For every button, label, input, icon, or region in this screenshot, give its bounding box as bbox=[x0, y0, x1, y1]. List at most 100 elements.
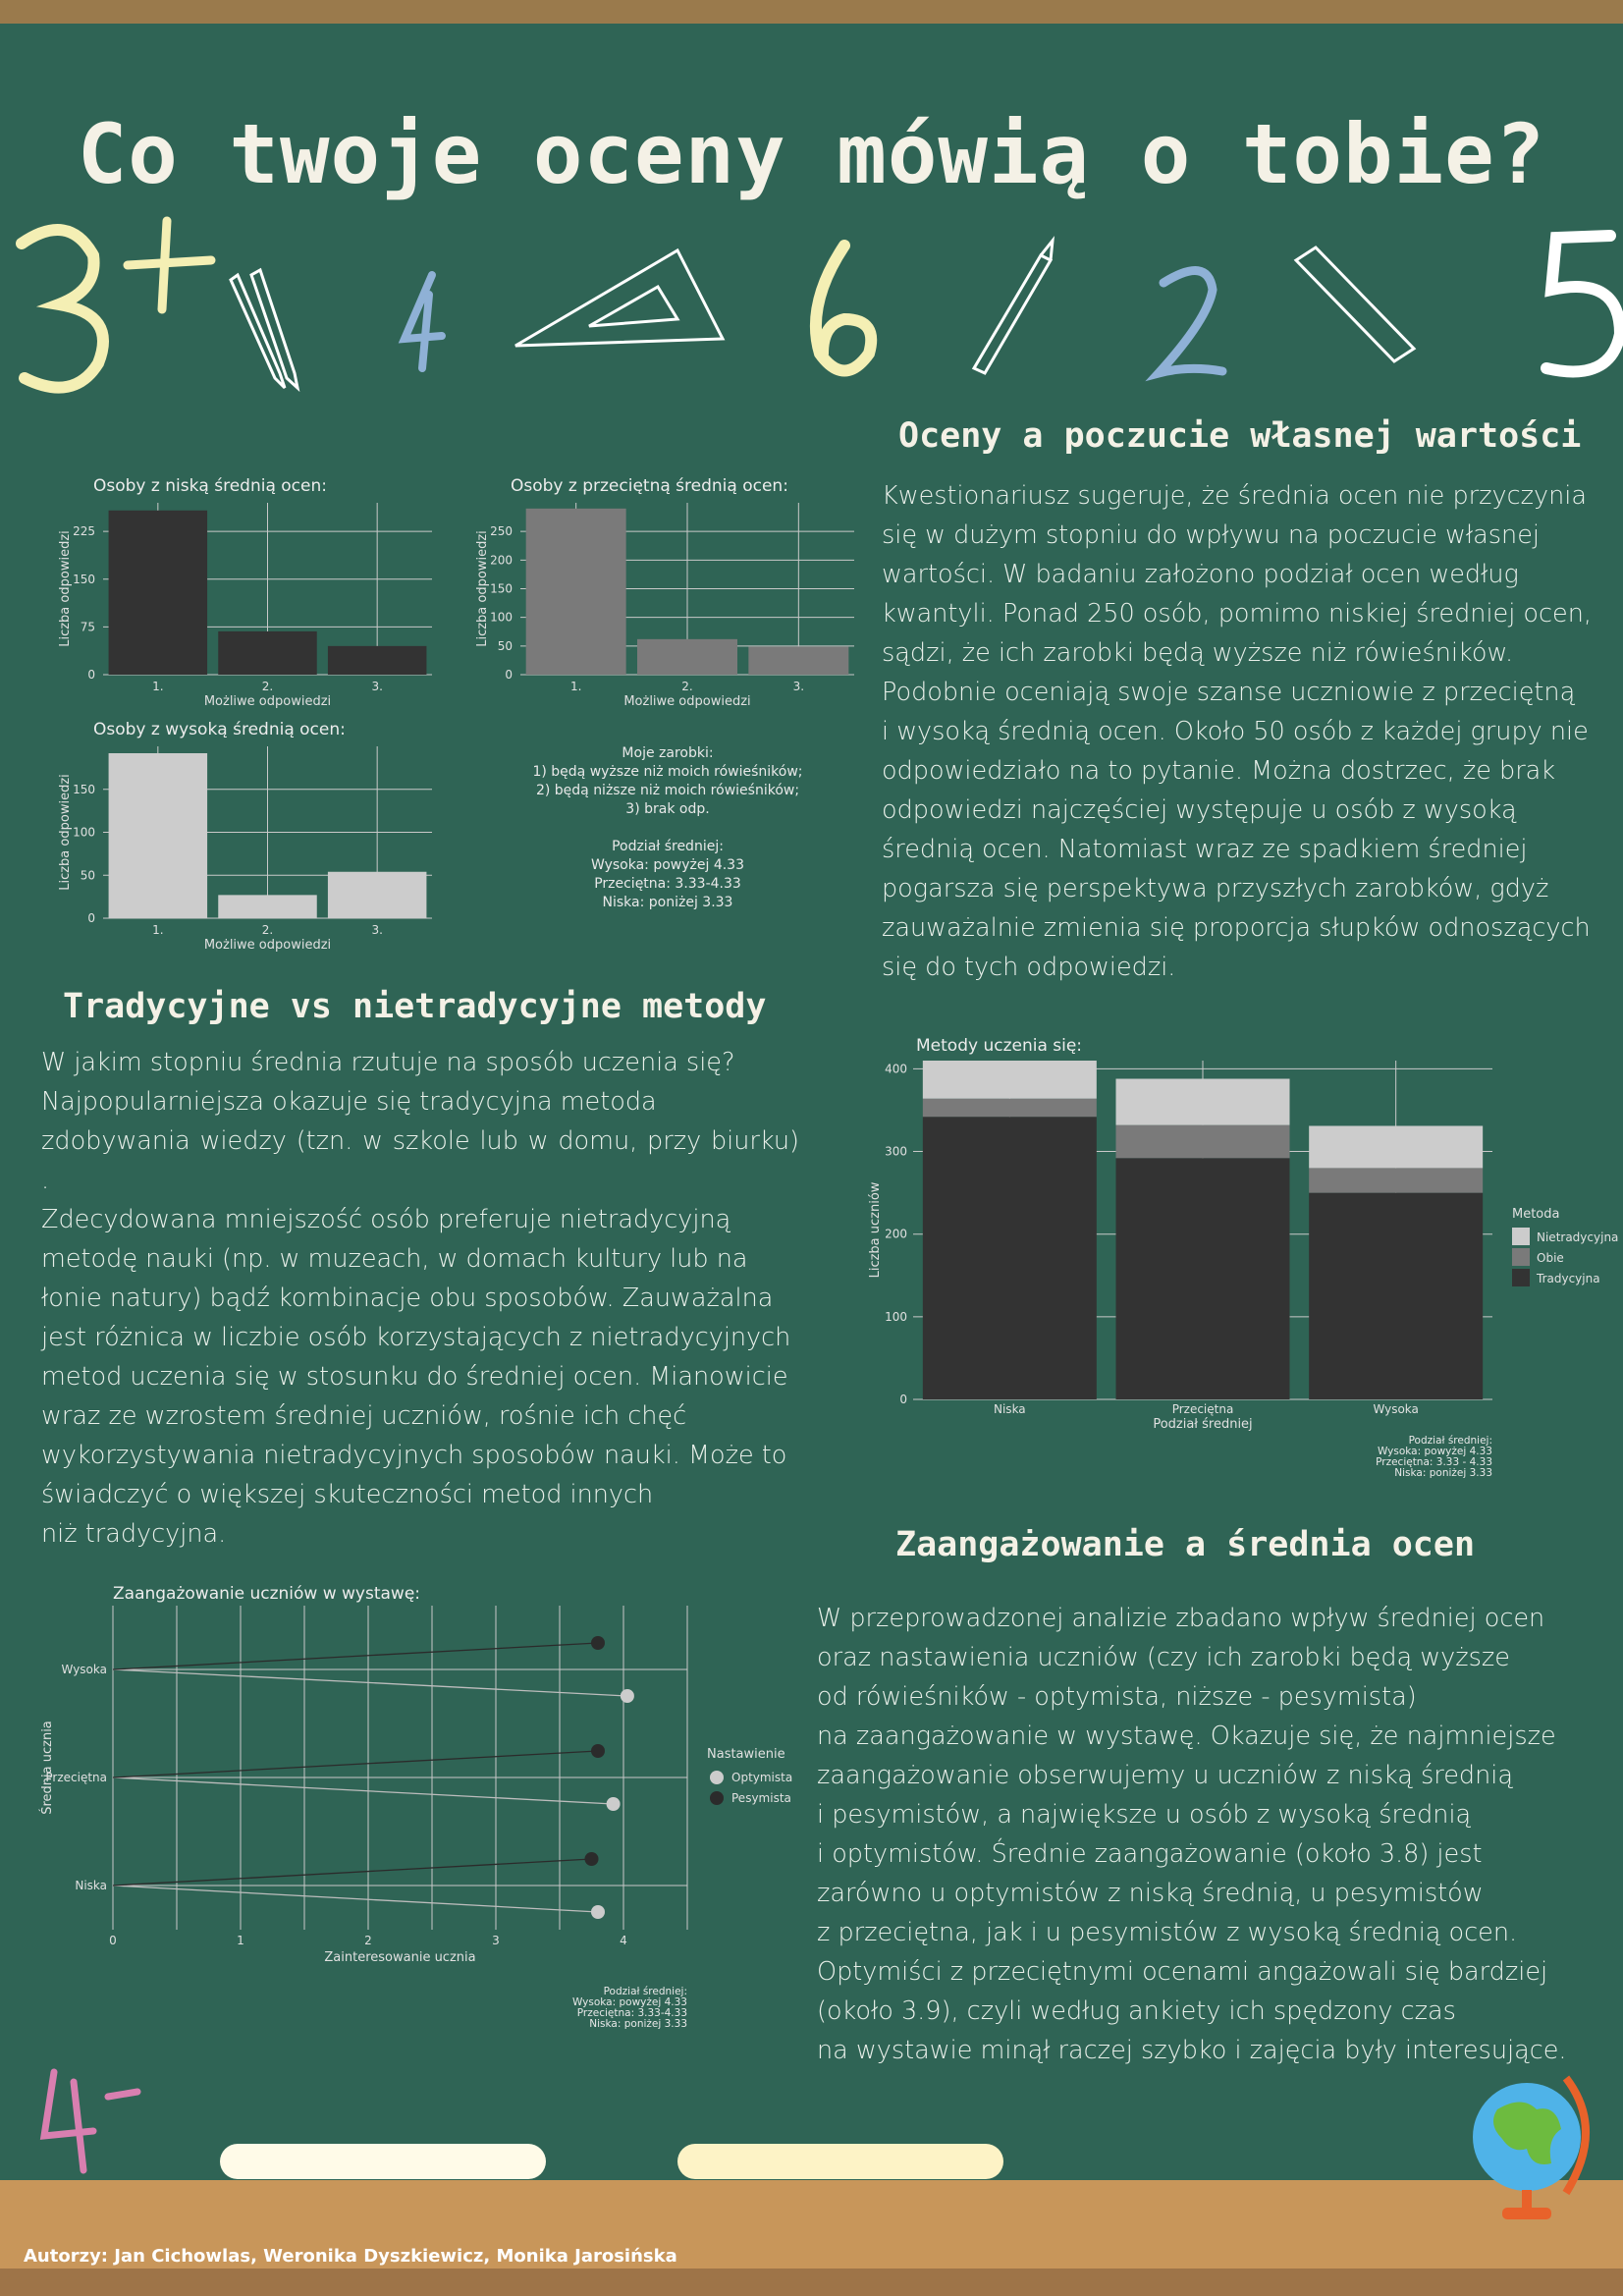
section-title-self-worth: Oceny a poczucie własnej wartości bbox=[898, 416, 1582, 456]
x-axis-label: Podział średniej bbox=[1153, 1417, 1252, 1432]
y-axis-label: Liczba odpowiedzi bbox=[475, 530, 490, 647]
split-item: Niska: poniżej 3.33 bbox=[602, 895, 733, 910]
text-line: Kwestionariusz sugeruje, że średnia ocen… bbox=[882, 481, 1587, 511]
poster-title: Co twoje oceny mówią o tobie? bbox=[77, 106, 1546, 202]
text-line: i optymistów. Średnie zaangażowanie (oko… bbox=[817, 1839, 1483, 1869]
text-line: świadczyć o większej skuteczności metod … bbox=[41, 1480, 654, 1509]
legend-title: Metoda bbox=[1512, 1207, 1559, 1222]
y-tick-label: 100 bbox=[885, 1310, 907, 1324]
y-tick-label: 0 bbox=[87, 668, 95, 682]
legend-label: Nietradycyjna bbox=[1537, 1230, 1618, 1244]
bar bbox=[218, 895, 317, 918]
earnings-item: 2) będą niższe niż moich rówieśników; bbox=[535, 783, 800, 798]
bar bbox=[108, 753, 208, 918]
chart-title: Osoby z przeciętną średnią ocen: bbox=[511, 476, 788, 496]
text-line: od rówieśników - optymista, niższe - pes… bbox=[817, 1682, 1417, 1712]
x-tick-label: 3. bbox=[371, 923, 382, 937]
connector-line bbox=[112, 1777, 614, 1805]
pencils-icon bbox=[229, 267, 300, 393]
text-line: zdobywania wiedzy (tzn. w szkole lub w d… bbox=[41, 1126, 799, 1195]
x-tick-label: 2 bbox=[364, 1934, 372, 1947]
bar bbox=[327, 871, 427, 918]
x-axis-label: Możliwe odpowiedzi bbox=[623, 694, 750, 709]
section-title-engagement: Zaangażowanie a średnia ocen bbox=[895, 1525, 1476, 1564]
y-axis-label: Średnia ucznia bbox=[39, 1721, 55, 1815]
chart-high-average: Osoby z wysoką średnią ocen: 0 50 100 150 1. 2… bbox=[58, 720, 432, 953]
x-tick-label: 3. bbox=[793, 680, 804, 693]
stacked-bar-segment bbox=[922, 1117, 1097, 1399]
y-axis-label: Liczba odpowiedzi bbox=[58, 774, 73, 891]
text-line: oraz nastawienia uczniów (czy ich zarobk… bbox=[817, 1643, 1510, 1672]
split-heading: Podział średniej: bbox=[612, 839, 724, 854]
y-tick-label: Niska bbox=[75, 1879, 107, 1892]
ruler-icon bbox=[1293, 246, 1417, 363]
paragraph-self-worth: Kwestionariusz sugeruje, że średnia ocen… bbox=[882, 476, 1595, 987]
chalk-white[interactable] bbox=[220, 2144, 546, 2179]
x-tick-label: 1. bbox=[152, 923, 163, 937]
text-line: metodę nauki (np. w muzeach, w domach ku… bbox=[41, 1244, 748, 1274]
text-line: Zdecydowana mniejszość osób preferuje ni… bbox=[41, 1205, 731, 1234]
stacked-bar-segment bbox=[1309, 1168, 1484, 1193]
y-tick-label: 400 bbox=[885, 1062, 907, 1075]
x-tick-label: 1. bbox=[570, 680, 581, 693]
legend-swatch bbox=[1512, 1269, 1530, 1286]
text-line: na wystawie minął raczej szybko i zajęci… bbox=[817, 2036, 1567, 2065]
data-point bbox=[584, 1852, 599, 1866]
note-line: Podział średniej: bbox=[603, 1986, 687, 1997]
paragraph-methods: W jakim stopniu średnia rzutuje na sposó… bbox=[41, 1043, 799, 1554]
text-line: (około 3.9), czyli według ankiety ich sp… bbox=[817, 1996, 1456, 2026]
chalkboard bbox=[0, 24, 1623, 2180]
bar bbox=[108, 510, 208, 675]
text-line: W jakim stopniu średnia rzutuje na sposó… bbox=[41, 1048, 735, 1077]
earnings-heading: Moje zarobki: bbox=[622, 745, 714, 761]
chalk-digit-5 bbox=[1541, 230, 1623, 378]
legend-swatch bbox=[710, 1771, 724, 1784]
data-point bbox=[591, 1744, 605, 1758]
y-tick-label: 300 bbox=[885, 1145, 907, 1159]
y-tick-label: 0 bbox=[87, 911, 95, 925]
x-tick-label: 3 bbox=[492, 1934, 500, 1947]
chart-engagement: Zaangażowanie uczniów w wystawę: 0 1 2 3 4 Nis… bbox=[39, 1584, 792, 1965]
legend-label: Tradycyjna bbox=[1536, 1272, 1600, 1285]
chalk-digit-4-minus bbox=[39, 2068, 141, 2174]
text-line: pogarsza się perspektywa przyszłych zaro… bbox=[882, 874, 1549, 903]
legend-label: Pesymista bbox=[731, 1791, 791, 1805]
x-axis-label: Zainteresowanie ucznia bbox=[324, 1950, 475, 1965]
methods-note: Podział średniej: Wysoka: powyżej 4.33 P… bbox=[1276, 1436, 1492, 1479]
data-point bbox=[620, 1689, 634, 1703]
chalk-yellow[interactable] bbox=[677, 2144, 1003, 2179]
earnings-legend-note: Moje zarobki: 1) będą wyższe niż moich r… bbox=[511, 744, 825, 912]
chart-title: Metody uczenia się: bbox=[916, 1036, 1082, 1056]
text-line: łonie natury) bądź kombinacje obu sposob… bbox=[41, 1284, 774, 1313]
connector-line bbox=[112, 1885, 599, 1913]
chalk-digit-4 bbox=[398, 271, 446, 372]
chart-title: Osoby z niską średnią ocen: bbox=[93, 476, 327, 496]
chart-learning-methods: Metody uczenia się: 0 100 200 300 400 Niska Prz… bbox=[868, 1036, 1618, 1432]
stacked-bar-segment bbox=[1309, 1192, 1484, 1399]
board-frame-bottom bbox=[0, 2269, 1623, 2296]
y-tick-label: 200 bbox=[885, 1228, 907, 1241]
text-line: jest różnica w liczbie osób korzystający… bbox=[41, 1323, 791, 1352]
connector-line bbox=[112, 1750, 599, 1778]
x-tick-label: 2. bbox=[681, 680, 692, 693]
legend-label: Optymista bbox=[731, 1771, 792, 1784]
text-line: na zaangażowanie w wystawę. Okazuje się,… bbox=[817, 1722, 1556, 1751]
section-title-methods: Tradycyjne vs nietradycyjne metody bbox=[63, 987, 767, 1026]
x-tick-label: 2. bbox=[262, 680, 273, 693]
data-point bbox=[591, 1636, 605, 1650]
text-line: Najpopularniejsza okazuje się tradycyjna… bbox=[41, 1087, 657, 1117]
bar bbox=[327, 645, 427, 675]
text-line: wraz ze wzrostem średniej uczniów, rośni… bbox=[41, 1401, 687, 1431]
y-tick-label: 150 bbox=[73, 573, 95, 586]
stacked-bar-segment bbox=[1115, 1158, 1290, 1399]
note-line: Podział średniej: bbox=[1408, 1435, 1492, 1447]
y-axis-label: Liczba odpowiedzi bbox=[58, 530, 73, 647]
y-tick-label: 75 bbox=[81, 620, 95, 633]
chalk-decorations bbox=[16, 216, 1623, 394]
connector-line bbox=[112, 1668, 627, 1697]
chalk-digit-2 bbox=[1145, 266, 1227, 382]
authors-credit: Autorzy: Jan Cichowlas, Weronika Dyszkie… bbox=[24, 2246, 677, 2267]
earnings-item: 3) brak odp. bbox=[625, 801, 710, 817]
y-tick-label: 50 bbox=[81, 868, 95, 882]
x-tick-label: 4 bbox=[620, 1934, 627, 1947]
